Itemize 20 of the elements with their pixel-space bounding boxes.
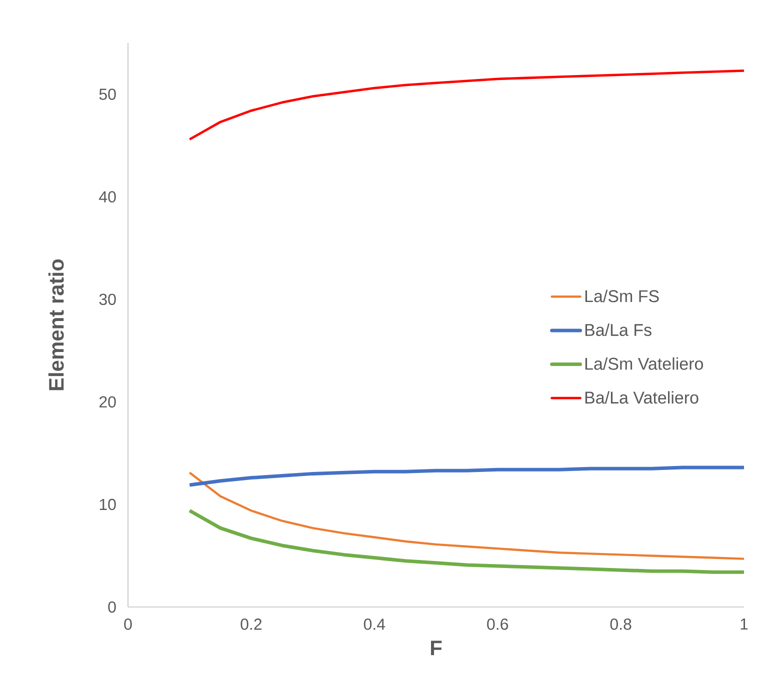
x-tick-label: 0 [124,618,132,630]
legend-label: La/Sm FS [585,290,659,302]
x-tick-label: 0.8 [610,618,632,630]
y-tick-label: 10 [100,498,116,510]
line-series [188,508,746,574]
legend-label: La/Sm Vateliero [585,357,703,370]
y-tick-label: 40 [99,191,116,202]
y-axis-title: Element ratio [48,259,64,390]
x-tick-label: 1 [740,618,748,630]
x-axis-title: F [431,640,442,656]
x-tick-label: 0.6 [487,618,508,630]
y-tick-label: 50 [99,88,116,100]
legend-label: Ba/La Fs [585,324,652,336]
x-tick-label: 0.2 [240,618,262,630]
legend-label: Ba/La Vateliero [585,391,698,404]
y-tick-label: 0 [108,601,116,613]
y-tick-label: 20 [99,396,116,408]
y-tick-label: 30 [99,294,116,306]
x-tick-label: 0.4 [364,618,386,630]
line-series [188,69,746,141]
